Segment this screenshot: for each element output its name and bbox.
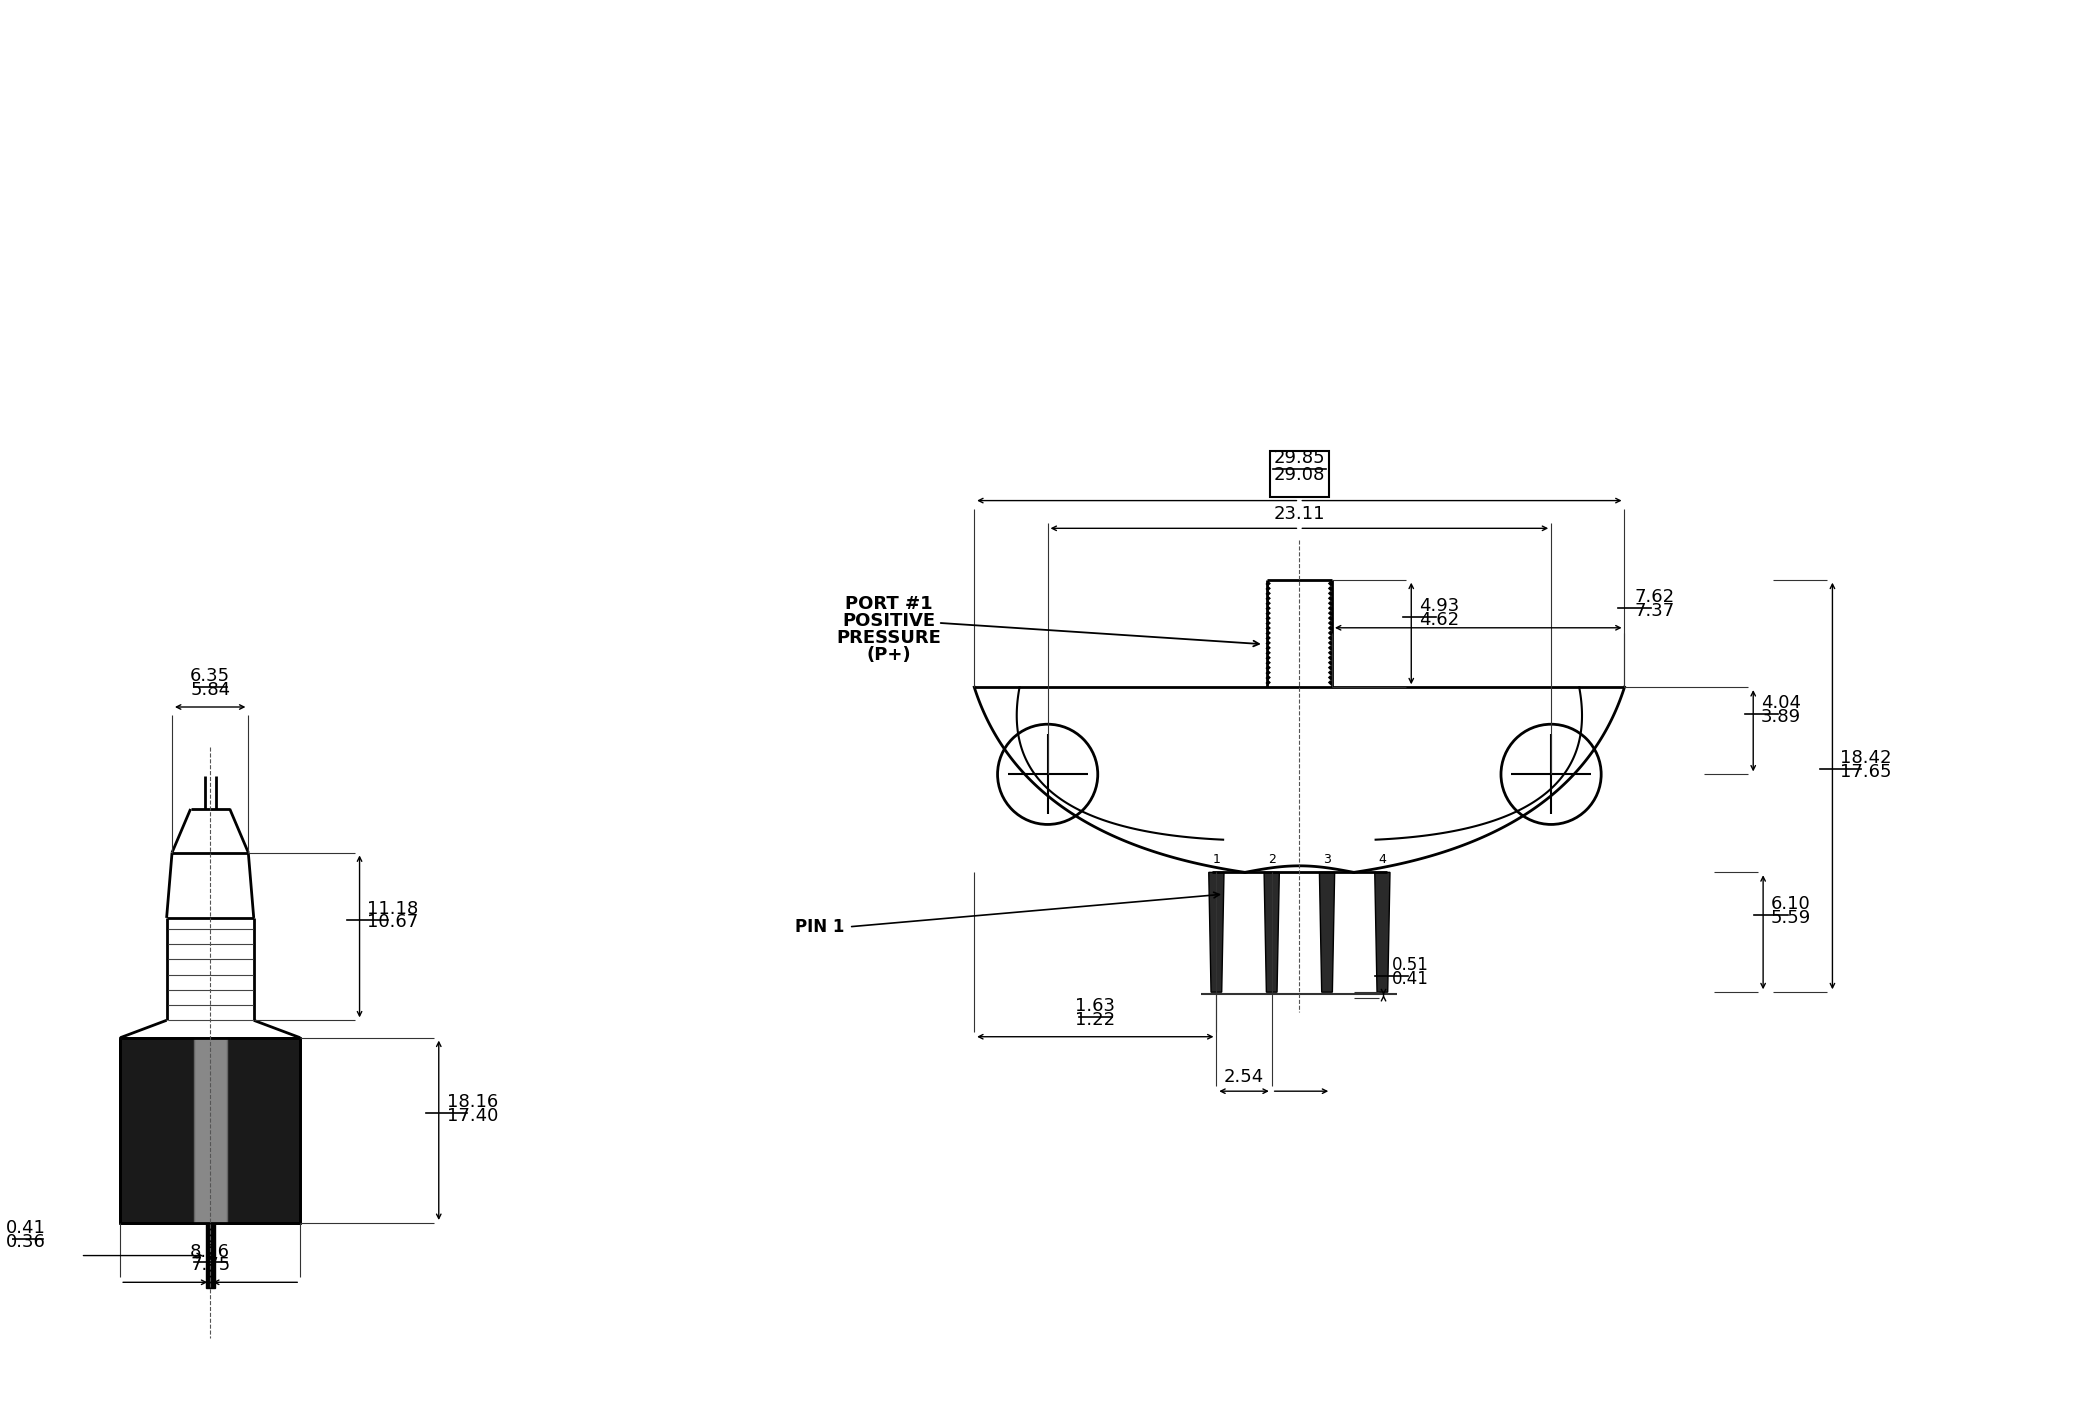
Polygon shape	[1208, 872, 1223, 993]
Text: 11.18: 11.18	[368, 899, 418, 918]
Text: 5.59: 5.59	[1770, 909, 1812, 928]
Polygon shape	[193, 1038, 227, 1223]
Text: 4.62: 4.62	[1419, 611, 1460, 629]
Text: 17.40: 17.40	[447, 1107, 497, 1126]
Text: POSITIVE: POSITIVE	[842, 612, 936, 631]
Text: 29.85: 29.85	[1273, 448, 1325, 467]
Text: (P+): (P+)	[865, 646, 911, 663]
Text: 7.62: 7.62	[1635, 588, 1674, 607]
Text: PRESSURE: PRESSURE	[836, 629, 940, 646]
Text: 2.54: 2.54	[1223, 1068, 1265, 1086]
Text: 4: 4	[1379, 854, 1385, 867]
Text: 1.63: 1.63	[1075, 997, 1115, 1015]
Text: 10.67: 10.67	[368, 913, 418, 932]
Text: 3.89: 3.89	[1762, 708, 1801, 725]
Text: 4.93: 4.93	[1419, 597, 1460, 615]
Text: PORT #1: PORT #1	[844, 595, 932, 614]
Text: 5.84: 5.84	[189, 682, 231, 699]
Text: 1: 1	[1213, 854, 1221, 867]
Polygon shape	[1265, 872, 1279, 993]
Text: 3: 3	[1323, 854, 1331, 867]
Text: 17.65: 17.65	[1841, 764, 1893, 781]
Text: 0.41: 0.41	[6, 1219, 46, 1237]
Text: 23.11: 23.11	[1273, 505, 1325, 523]
Text: 1.22: 1.22	[1075, 1011, 1115, 1029]
Text: 6.35: 6.35	[189, 667, 231, 686]
Text: 8.26: 8.26	[189, 1243, 231, 1260]
Text: 18.16: 18.16	[447, 1093, 497, 1111]
Polygon shape	[1375, 872, 1389, 993]
Text: 7.75: 7.75	[189, 1257, 231, 1274]
Polygon shape	[206, 1223, 214, 1288]
Text: 6.10: 6.10	[1770, 895, 1812, 913]
Text: PIN 1: PIN 1	[795, 918, 844, 936]
Text: 4.04: 4.04	[1762, 694, 1801, 713]
Text: 0.41: 0.41	[1392, 970, 1429, 988]
Text: 29.08: 29.08	[1273, 465, 1325, 484]
Text: 18.42: 18.42	[1841, 749, 1893, 768]
Text: 7.37: 7.37	[1635, 602, 1674, 619]
Text: 2: 2	[1269, 854, 1275, 867]
Bar	[1269, 451, 1329, 496]
Polygon shape	[1319, 872, 1335, 993]
Text: 0.36: 0.36	[6, 1233, 46, 1250]
Text: 0.51: 0.51	[1392, 956, 1429, 974]
Polygon shape	[121, 1038, 300, 1223]
